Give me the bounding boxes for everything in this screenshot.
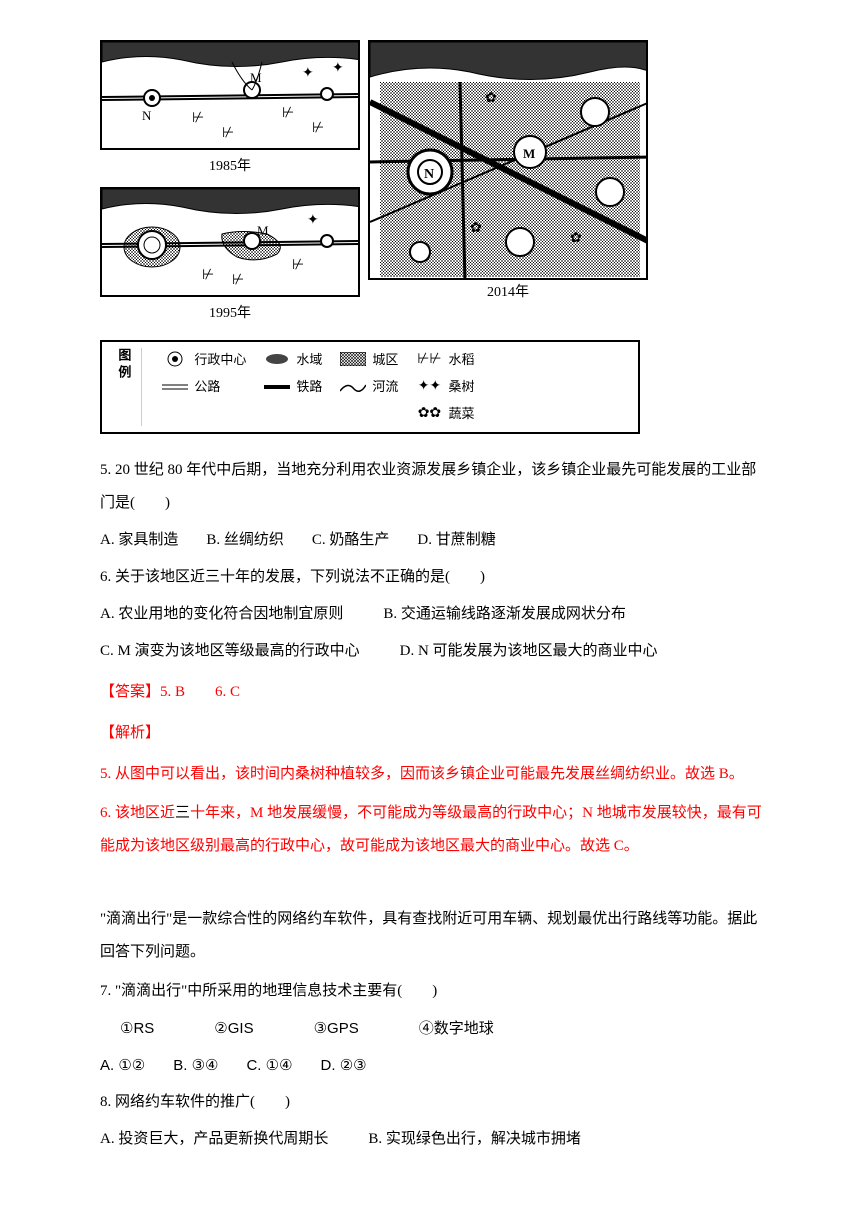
q7-option-a: A. ①② bbox=[100, 1049, 145, 1082]
legend-vegetable: 蔬菜 bbox=[448, 402, 474, 425]
year-label-1995: 1995年 bbox=[100, 299, 360, 330]
q7-sub-4: ④数字地球 bbox=[419, 1012, 494, 1045]
q7-sub-3: ③GPS bbox=[314, 1012, 359, 1045]
q8-option-b: B. 实现绿色出行，解决城市拥堵 bbox=[368, 1123, 581, 1156]
map-legend: 图例 行政中心 水域 城区 ⊬⊬ 水稻 公路 铁路 河流 ✦✦ 桑树 ✿✿ 蔬菜 bbox=[100, 340, 640, 434]
mulberry-icon: ✦✦ bbox=[416, 379, 442, 395]
question-7-text: 7. "滴滴出行"中所采用的地理信息技术主要有( ) bbox=[100, 975, 770, 1008]
q6-options-row1: A. 农业用地的变化符合因地制宜原则 B. 交通运输线路逐渐发展成网状分布 bbox=[100, 598, 770, 631]
analysis-6-pre: 6. 该地区近 bbox=[100, 805, 175, 821]
rice-icon: ⊬⊬ bbox=[416, 351, 442, 367]
svg-text:⊬: ⊬ bbox=[192, 111, 204, 126]
q6-option-d: D. N 可能发展为该地区最大的商业中心 bbox=[400, 635, 658, 668]
legend-river: 河流 bbox=[372, 375, 398, 398]
question-5-text: 5. 20 世纪 80 年代中后期，当地充分利用农业资源发展乡镇企业，该乡镇企业… bbox=[100, 454, 770, 520]
legend-urban: 城区 bbox=[372, 348, 398, 371]
legend-railway: 铁路 bbox=[296, 375, 322, 398]
map-figure: N M ⊬ ⊬ ⊬ ⊬ ✦ ✦ 1985年 bbox=[100, 40, 770, 434]
svg-text:⊬: ⊬ bbox=[312, 121, 324, 136]
railway-icon bbox=[264, 379, 290, 395]
question-8-options: A. 投资巨大，产品更新换代周期长 B. 实现绿色出行，解决城市拥堵 bbox=[100, 1123, 770, 1156]
admin-center-icon bbox=[162, 351, 188, 367]
urban-icon bbox=[340, 351, 366, 367]
legend-rice: 水稻 bbox=[448, 348, 474, 371]
q6-option-c: C. M 演变为该地区等级最高的行政中心 bbox=[100, 635, 360, 668]
svg-text:⊬: ⊬ bbox=[202, 268, 214, 283]
legend-admin: 行政中心 bbox=[194, 348, 246, 371]
svg-text:⊬: ⊬ bbox=[222, 126, 234, 141]
q5-option-b: B. 丝绸纺织 bbox=[206, 524, 284, 557]
svg-text:⊬: ⊬ bbox=[282, 106, 294, 121]
map-1985: N M ⊬ ⊬ ⊬ ⊬ ✦ ✦ bbox=[100, 40, 360, 150]
svg-text:✦: ✦ bbox=[302, 66, 314, 81]
legend-title: 图例 bbox=[112, 348, 142, 426]
svg-text:✦: ✦ bbox=[332, 61, 344, 76]
vegetable-icon: ✿✿ bbox=[416, 406, 442, 422]
question-8-text: 8. 网络约车软件的推广( ) bbox=[100, 1086, 770, 1119]
q5-option-a: A. 家具制造 bbox=[100, 524, 178, 557]
analysis-6: 6. 该地区近三十年来，M 地发展缓慢，不可能成为等级最高的行政中心；N 地城市… bbox=[100, 797, 770, 863]
legend-mulberry: 桑树 bbox=[448, 375, 474, 398]
river-icon bbox=[340, 379, 366, 395]
svg-text:⊬: ⊬ bbox=[232, 273, 244, 288]
q5-option-c: C. 奶酪生产 bbox=[312, 524, 390, 557]
svg-text:N: N bbox=[424, 167, 434, 182]
svg-text:✦: ✦ bbox=[307, 213, 319, 228]
question-7-options: A. ①② B. ③④ C. ①④ D. ②③ bbox=[100, 1049, 770, 1082]
svg-text:✿: ✿ bbox=[570, 231, 582, 246]
q7-option-c: C. ①④ bbox=[246, 1049, 292, 1082]
analysis-label: 【解析】 bbox=[100, 717, 770, 750]
year-label-2014: 2014年 bbox=[368, 278, 648, 309]
water-icon bbox=[264, 351, 290, 367]
legend-highway: 公路 bbox=[194, 375, 220, 398]
question-5-options: A. 家具制造 B. 丝绸纺织 C. 奶酪生产 D. 甘蔗制糖 bbox=[100, 524, 770, 557]
map-1995: M ⊬ ⊬ ⊬ ✦ bbox=[100, 187, 360, 297]
svg-text:M: M bbox=[523, 146, 535, 161]
map-2014: N M ✿ ✿ ✿ bbox=[368, 40, 648, 280]
analysis-6-post: 十年来，M 地发展缓慢，不可能成为等级最高的行政中心；N 地城市发展较快，最有可… bbox=[100, 805, 762, 854]
answer-5-6: 【答案】5. B 6. C bbox=[100, 676, 770, 709]
intro-7-8: "滴滴出行"是一款综合性的网络约车软件，具有查找附近可用车辆、规划最优出行路线等… bbox=[100, 903, 770, 969]
highway-icon bbox=[162, 379, 188, 395]
question-6-text: 6. 关于该地区近三十年的发展，下列说法不正确的是( ) bbox=[100, 561, 770, 594]
q6-option-b: B. 交通运输线路逐渐发展成网状分布 bbox=[383, 598, 626, 631]
svg-text:M: M bbox=[257, 223, 269, 238]
svg-text:N: N bbox=[142, 108, 152, 123]
q5-option-d: D. 甘蔗制糖 bbox=[417, 524, 495, 557]
q8-option-a: A. 投资巨大，产品更新换代周期长 bbox=[100, 1123, 328, 1156]
q6-options-row2: C. M 演变为该地区等级最高的行政中心 D. N 可能发展为该地区最大的商业中… bbox=[100, 635, 770, 668]
q7-option-b: B. ③④ bbox=[173, 1049, 218, 1082]
q7-sub-2: ②GIS bbox=[214, 1012, 253, 1045]
svg-text:✿: ✿ bbox=[485, 91, 497, 106]
q7-sub-1: ①RS bbox=[120, 1012, 154, 1045]
q6-option-a: A. 农业用地的变化符合因地制宜原则 bbox=[100, 598, 343, 631]
question-7-subitems: ①RS ②GIS ③GPS ④数字地球 bbox=[100, 1012, 770, 1045]
svg-text:✿: ✿ bbox=[470, 221, 482, 236]
analysis-6-black: 三 bbox=[175, 805, 190, 821]
legend-water: 水域 bbox=[296, 348, 322, 371]
q7-option-d: D. ②③ bbox=[321, 1049, 367, 1082]
analysis-5: 5. 从图中可以看出，该时间内桑树种植较多，因而该乡镇企业可能最先发展丝绸纺织业… bbox=[100, 758, 770, 791]
svg-text:⊬: ⊬ bbox=[292, 258, 304, 273]
year-label-1985: 1985年 bbox=[100, 152, 360, 183]
